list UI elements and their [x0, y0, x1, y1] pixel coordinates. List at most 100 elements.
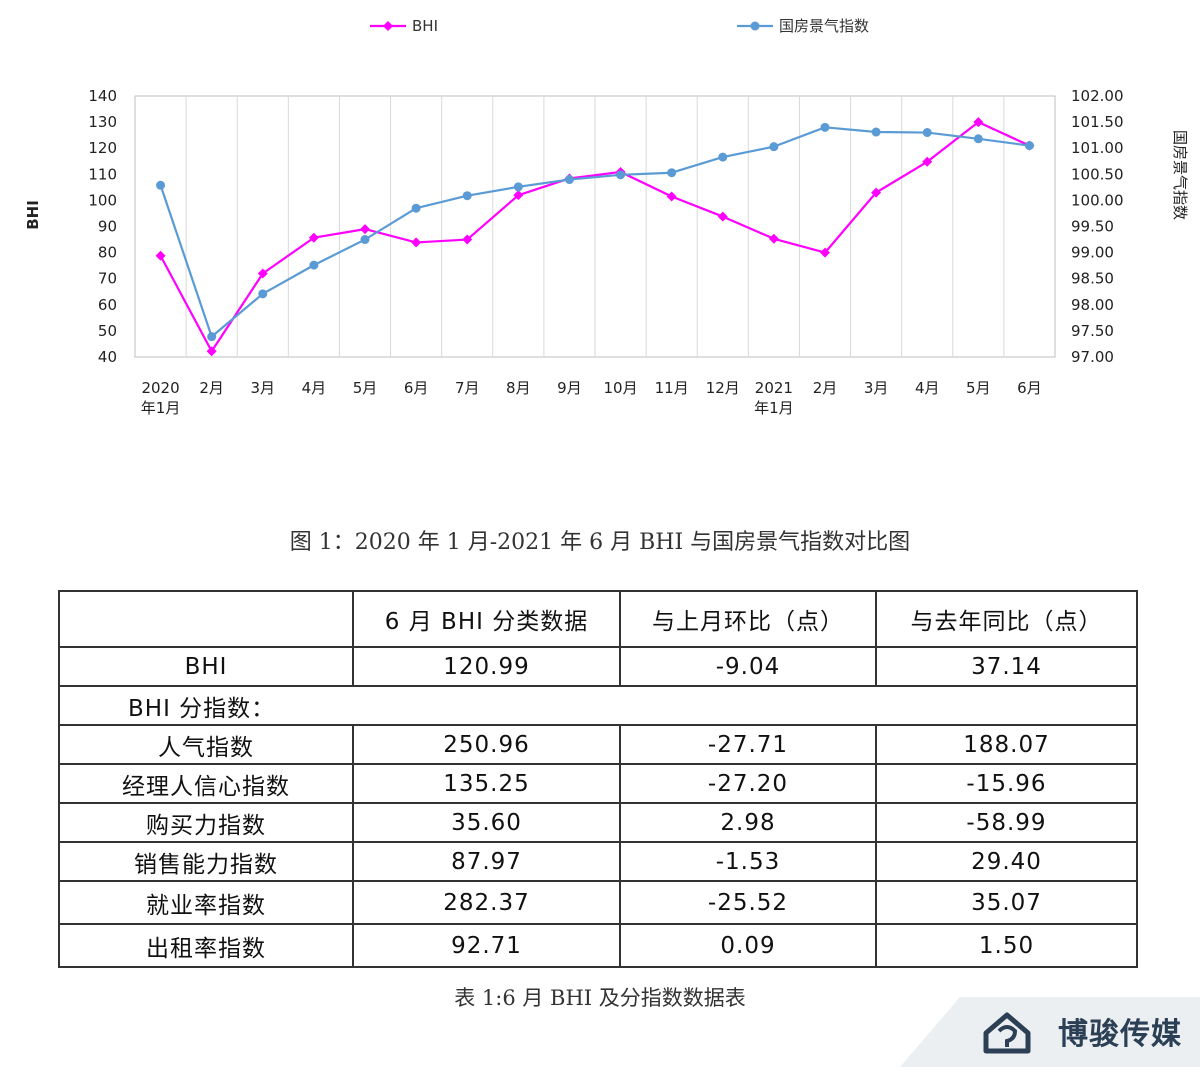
data-point [667, 168, 677, 178]
x-tick-label: 4月 [302, 379, 327, 397]
y-left-tick-label: 80 [98, 244, 117, 262]
legend-label: BHI [412, 17, 438, 35]
legend-label: 国房景气指数 [779, 17, 869, 35]
data-point [922, 156, 933, 167]
table-cell: 282.37 [352, 880, 621, 925]
table-cell: 92.71 [352, 923, 621, 968]
data-point [411, 237, 422, 248]
x-tick-label: 3月 [251, 379, 276, 397]
data-point [616, 170, 626, 180]
table-cell: -27.71 [619, 724, 877, 765]
legend-marker [750, 21, 760, 31]
y-right-tick-label: 99.00 [1071, 244, 1114, 262]
x-tick-label: 11月 [655, 379, 689, 397]
x-axis-ticks: 2020 年1月 2月 3月 4月 5月 6月 7月 8月 9月 10月 11月 12月 2021 年1月 2… [141, 379, 1042, 417]
y-left-tick-label: 130 [88, 113, 117, 131]
data-point [717, 211, 728, 222]
table-row: 出租率指数 92.71 0.09 1.50 [58, 923, 1138, 968]
x-tick-label: 10月 [604, 379, 638, 397]
data-point [871, 127, 881, 137]
data-table: 6 月 BHI 分类数据 与上月环比（点） 与去年同比（点） BHI 120.9… [58, 590, 1138, 968]
data-point [156, 180, 166, 190]
table-header-row: 6 月 BHI 分类数据 与上月环比（点） 与去年同比（点） [58, 590, 1138, 648]
data-point [513, 190, 524, 201]
data-point [411, 203, 421, 213]
table-cell: 1.50 [875, 923, 1138, 968]
x-tick-label: 6月 [404, 379, 429, 397]
x-tick-label: 12月 [706, 379, 740, 397]
data-point [768, 233, 779, 244]
table-cell: 120.99 [352, 646, 621, 687]
data-point [257, 268, 268, 279]
table-cell: -25.52 [619, 880, 877, 925]
house-logo-icon [983, 1012, 1031, 1054]
y-right-tick-label: 101.50 [1071, 113, 1124, 131]
y-left-tick-label: 60 [98, 296, 117, 314]
table-cell: -58.99 [875, 802, 1138, 843]
y-left-tick-label: 120 [88, 139, 117, 157]
legend: BHI 国房景气指数 [370, 17, 869, 35]
table-cell: 2.98 [619, 802, 877, 843]
legend-marker [383, 21, 393, 31]
data-point [155, 250, 166, 261]
table-row: 购买力指数 35.60 2.98 -58.99 [58, 802, 1138, 843]
table-cell: 29.40 [875, 841, 1138, 882]
table-row: 人气指数 250.96 -27.71 188.07 [58, 724, 1138, 765]
data-point [308, 232, 319, 243]
x-tick-label: 年1月 [754, 399, 794, 417]
table-cell: 250.96 [352, 724, 621, 765]
table-section-row: BHI 分指数： [58, 685, 1138, 726]
table-cell: 35.60 [352, 802, 621, 843]
y-right-tick-label: 98.00 [1071, 296, 1114, 314]
series-layer [155, 117, 1035, 357]
watermark: 博骏传媒 [900, 997, 1200, 1067]
chart: 40 50 60 70 80 90 100 110 120 130 140 97.00 97.50 98… [24, 17, 1189, 417]
y-left-tick-label: 70 [98, 270, 117, 288]
x-tick-label: 7月 [455, 379, 480, 397]
table-header-cell: 与上月环比（点） [619, 590, 877, 648]
y-left-tick-label: 50 [98, 322, 117, 340]
x-tick-label: 2021 [755, 379, 793, 397]
table-header-cell: 与去年同比（点） [875, 590, 1138, 648]
table-caption: 表 1:6 月 BHI 及分指数数据表 [454, 986, 746, 1010]
x-tick-label: 9月 [557, 379, 582, 397]
table-cell: 就业率指数 [58, 880, 354, 925]
table-cell: 0.09 [619, 923, 877, 968]
x-tick-label: 4月 [915, 379, 940, 397]
watermark-text: 博骏传媒 [1058, 1017, 1182, 1052]
x-tick-label: 2月 [199, 379, 224, 397]
series-line [159, 120, 1030, 353]
table-cell: 经理人信心指数 [58, 763, 354, 804]
x-tick-label: 2月 [813, 379, 838, 397]
table-row: 经理人信心指数 135.25 -27.20 -15.96 [58, 763, 1138, 804]
figure-caption: 图 1：2020 年 1 月-2021 年 6 月 BHI 与国房景气指数对比图 [289, 530, 911, 555]
table-cell: 购买力指数 [58, 802, 354, 843]
table-cell: 135.25 [352, 763, 621, 804]
right-axis-ticks: 97.00 97.50 98.00 98.50 99.00 99.50 100.00 100.… [1071, 87, 1124, 366]
table-cell: 销售能力指数 [58, 841, 354, 882]
series-line [159, 126, 1030, 338]
table-row: 就业率指数 282.37 -25.52 35.07 [58, 880, 1138, 925]
x-tick-label: 年1月 [141, 399, 181, 417]
data-point [360, 224, 370, 235]
y-left-tick-label: 90 [98, 218, 117, 236]
x-tick-label: 5月 [966, 379, 991, 397]
table-cell: -15.96 [875, 763, 1138, 804]
data-point [973, 117, 984, 128]
y-right-tick-label: 97.50 [1071, 322, 1114, 340]
table-header-cell: 6 月 BHI 分类数据 [352, 590, 621, 648]
table-cell: -9.04 [619, 646, 877, 687]
table-row-bhi: BHI 120.99 -9.04 37.14 [58, 646, 1138, 687]
table-cell: -27.20 [619, 763, 877, 804]
table-section-label: BHI 分指数： [58, 685, 1138, 726]
data-point [871, 187, 882, 198]
data-point [1024, 141, 1034, 151]
data-point [513, 182, 523, 192]
x-tick-label: 5月 [353, 379, 378, 397]
data-point [360, 235, 370, 245]
data-point [666, 191, 677, 202]
data-point [718, 152, 728, 162]
table-cell: 出租率指数 [58, 923, 354, 968]
y-right-tick-label: 99.50 [1071, 218, 1114, 236]
right-axis-title: 国房景气指数 [1171, 130, 1189, 220]
